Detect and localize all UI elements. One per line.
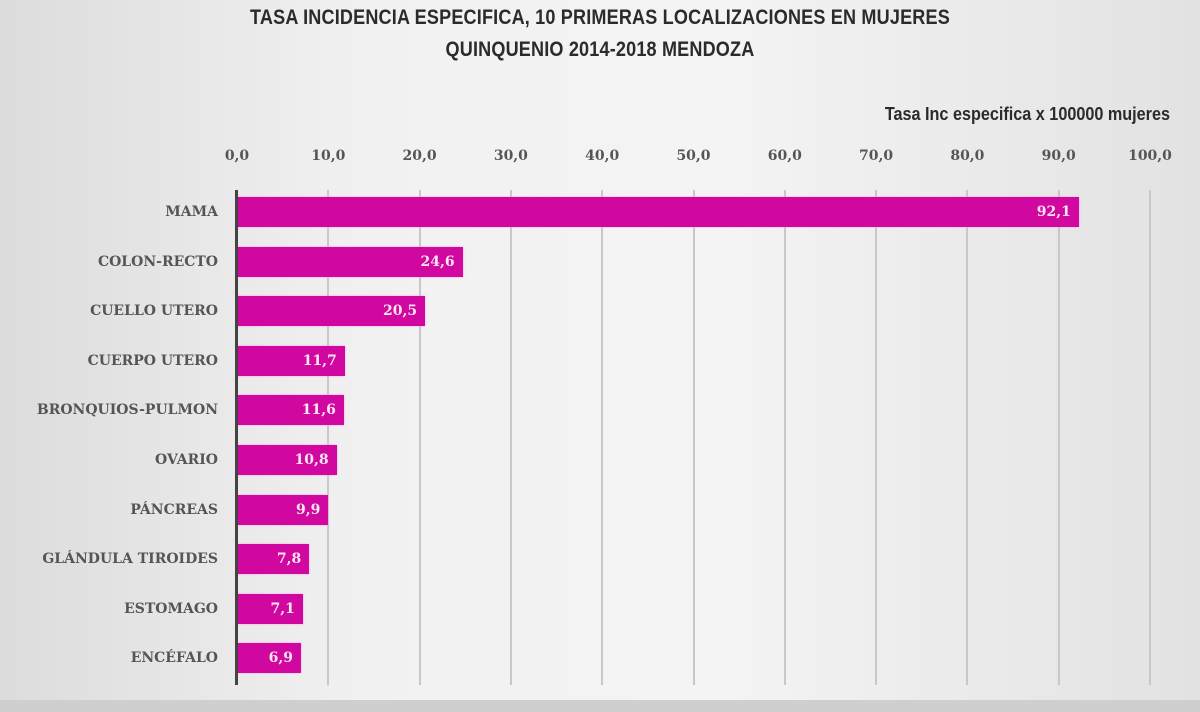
bar: 24,6 bbox=[238, 246, 463, 277]
gridline bbox=[875, 190, 878, 685]
bar: 6,9 bbox=[238, 643, 301, 674]
bar-value-label: 92,1 bbox=[1036, 204, 1071, 220]
gridline bbox=[418, 190, 421, 685]
x-tick-label: 20,0 bbox=[402, 148, 437, 164]
bar-value-label: 9,9 bbox=[296, 501, 321, 518]
gridline bbox=[601, 190, 604, 685]
bar-value-label: 11,7 bbox=[302, 352, 337, 369]
bar-value-label: 24,6 bbox=[420, 253, 455, 270]
bar-value-label: 11,6 bbox=[301, 402, 336, 419]
category-label: GLÁNDULA TIROIDES bbox=[42, 551, 218, 568]
x-tick-label: 10,0 bbox=[311, 148, 346, 164]
bottom-band bbox=[0, 700, 1200, 712]
category-label: CUELLO UTERO bbox=[90, 303, 218, 320]
bar: 10,8 bbox=[238, 445, 337, 475]
bar-value-label: 10,8 bbox=[294, 452, 329, 468]
category-label: ESTOMAGO bbox=[124, 600, 218, 617]
bar: 7,8 bbox=[238, 544, 310, 575]
x-tick-label: 30,0 bbox=[493, 148, 528, 164]
bar: 11,7 bbox=[238, 345, 345, 376]
bar-value-label: 6,9 bbox=[268, 650, 293, 667]
chart-subtitle: QUINQUENIO 2014-2018 MENDOZA bbox=[445, 38, 755, 61]
gridline bbox=[327, 190, 330, 685]
bar: 92,1 bbox=[238, 197, 1079, 227]
category-label: COLON-RECTO bbox=[97, 253, 218, 270]
gridline bbox=[1057, 190, 1060, 685]
x-tick-label: 100,0 bbox=[1128, 148, 1172, 164]
x-tick-label: 40,0 bbox=[585, 148, 620, 164]
x-tick-label: 90,0 bbox=[1041, 148, 1076, 164]
x-tick-label: 80,0 bbox=[950, 148, 985, 164]
bar: 20,5 bbox=[238, 296, 426, 327]
x-tick-label: 0,0 bbox=[224, 148, 250, 164]
gridline bbox=[509, 190, 512, 685]
category-label: BRONQUIOS-PULMON bbox=[36, 402, 218, 419]
gridline bbox=[1149, 190, 1151, 685]
bar-value-label: 7,8 bbox=[276, 551, 302, 568]
x-tick-label: 60,0 bbox=[767, 148, 802, 164]
bar-value-label: 20,5 bbox=[383, 303, 418, 320]
x-tick-label: 70,0 bbox=[859, 148, 894, 164]
gridline bbox=[783, 190, 786, 685]
category-label: PÁNCREAS bbox=[130, 501, 218, 518]
y-axis-line bbox=[235, 190, 238, 685]
category-label: ENCÉFALO bbox=[130, 650, 218, 667]
category-label: CUERPO UTERO bbox=[87, 352, 218, 369]
x-axis-label: Tasa Inc especifica x 100000 mujeres bbox=[884, 104, 1170, 124]
x-tick-label: 50,0 bbox=[676, 148, 711, 164]
category-label: MAMA bbox=[165, 204, 218, 220]
bar-value-label: 7,1 bbox=[270, 600, 295, 617]
gridline bbox=[966, 190, 969, 685]
category-label: OVARIO bbox=[155, 452, 218, 468]
bar: 7,1 bbox=[238, 593, 303, 624]
gridline bbox=[692, 190, 695, 685]
bar: 11,6 bbox=[238, 395, 344, 426]
bar: 9,9 bbox=[238, 494, 329, 525]
chart-title: TASA INCIDENCIA ESPECIFICA, 10 PRIMERAS … bbox=[250, 6, 950, 29]
